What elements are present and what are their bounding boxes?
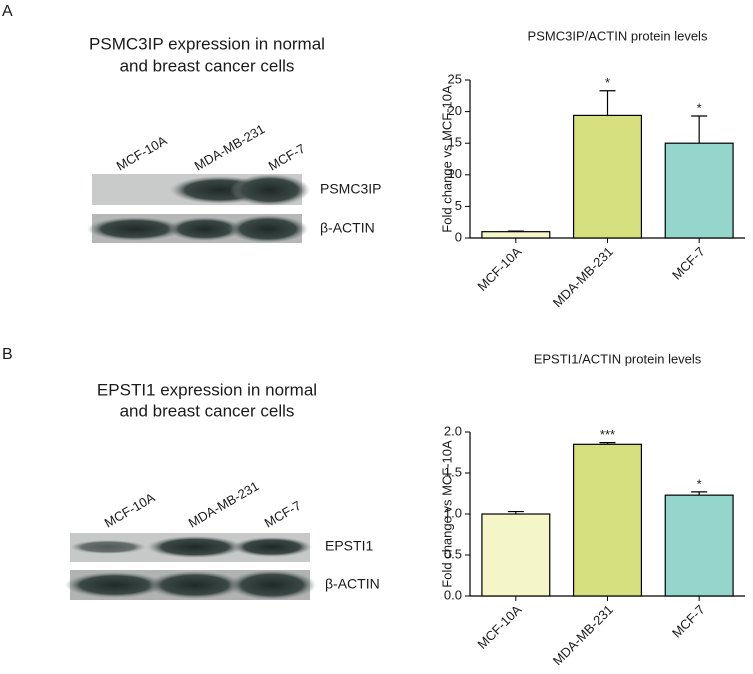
bar xyxy=(664,142,734,239)
y-tick-label: 1.5 xyxy=(444,464,462,479)
lane-label: MDA-MB-231 xyxy=(192,121,268,173)
blot xyxy=(87,174,310,243)
error-bar xyxy=(599,90,616,116)
y-axis-label: Fold change vs MCF-10A xyxy=(439,85,454,233)
bar xyxy=(481,513,551,597)
band-label: EPSTI1 xyxy=(325,538,373,554)
y-tick-label: 15 xyxy=(448,135,462,150)
y-tick-label: 0 xyxy=(455,229,462,244)
error-bar xyxy=(691,491,708,496)
y-tick-label: 1.0 xyxy=(444,505,462,520)
lane-label: MDA-MB-231 xyxy=(186,478,262,530)
band-label: PSMC3IP xyxy=(320,181,381,197)
panel-label: A xyxy=(2,3,13,20)
y-tick-label: 0.5 xyxy=(444,546,462,561)
blot-title: PSMC3IP expression in normal xyxy=(89,34,325,53)
error-bar xyxy=(507,230,524,232)
blot-title: EPSTI1 expression in normal xyxy=(97,380,317,399)
y-tick-label: 10 xyxy=(448,166,462,181)
bar xyxy=(481,231,551,239)
band-label: β-ACTIN xyxy=(320,220,375,236)
panel-label: B xyxy=(2,346,13,363)
significance: * xyxy=(697,100,702,115)
blot-title: and breast cancer cells xyxy=(120,401,295,420)
blot-title: and breast cancer cells xyxy=(120,56,295,75)
bar xyxy=(664,494,734,597)
y-tick-label: 0.0 xyxy=(444,587,462,602)
x-tick-label: MDA-MB-231 xyxy=(550,602,616,668)
blot xyxy=(65,533,316,600)
y-tick-label: 2.0 xyxy=(444,423,462,438)
y-tick-label: 25 xyxy=(448,71,462,86)
y-tick-label: 20 xyxy=(448,103,462,118)
band-label: β-ACTIN xyxy=(325,576,380,592)
lane-label: MCF-7 xyxy=(262,498,304,531)
significance: *** xyxy=(600,427,615,442)
bar xyxy=(572,443,643,597)
significance: * xyxy=(697,476,702,491)
lane-label: MCF-7 xyxy=(266,141,308,174)
error-bar xyxy=(691,115,708,144)
chart-title: EPSTI1/ACTIN protein levels xyxy=(534,351,702,366)
bar xyxy=(572,114,643,239)
x-tick-label: MDA-MB-231 xyxy=(550,244,616,310)
x-tick-label: MCF-7 xyxy=(669,602,708,641)
error-bar xyxy=(507,510,524,514)
error-bar xyxy=(599,442,616,445)
x-tick-label: MCF-10A xyxy=(474,602,524,652)
y-axis-label: Fold change vs MCF-10A xyxy=(439,440,454,588)
chart-title: PSMC3IP/ACTIN protein levels xyxy=(528,28,708,43)
lane-label: MCF-10A xyxy=(114,133,170,174)
significance: * xyxy=(605,75,610,90)
x-tick-label: MCF-10A xyxy=(474,244,524,294)
x-tick-label: MCF-7 xyxy=(669,244,708,283)
y-tick-label: 5 xyxy=(455,198,462,213)
lane-label: MCF-10A xyxy=(102,490,158,531)
